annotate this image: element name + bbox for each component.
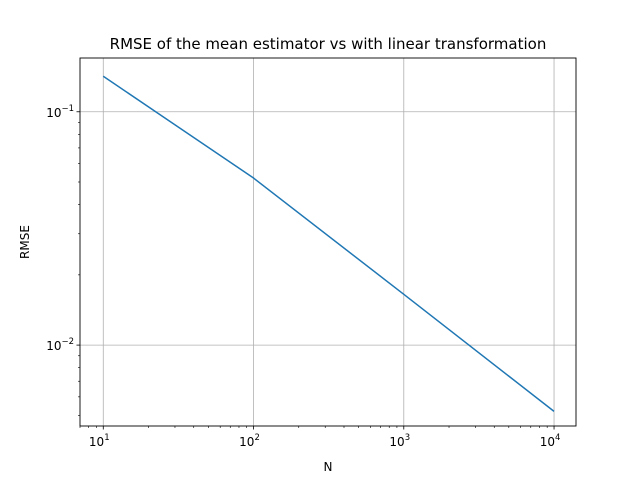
tick-marks xyxy=(76,111,555,430)
x-tick-label-exp: 1 xyxy=(104,433,109,443)
plot-frame xyxy=(79,57,577,427)
x-axis-label: N xyxy=(324,460,333,474)
y-tick-label-exp: −2 xyxy=(61,337,74,347)
x-tick-label-base: 10 xyxy=(89,435,104,449)
series-line xyxy=(102,75,555,412)
x-tick-label-exp: 4 xyxy=(555,433,560,443)
x-tick-label: 102 xyxy=(239,433,260,449)
x-tick-label: 104 xyxy=(540,433,561,449)
grid-lines xyxy=(80,58,576,426)
x-tick-label-exp: 3 xyxy=(405,433,410,443)
x-tick-label-base: 10 xyxy=(239,435,254,449)
y-tick-label: 10−1 xyxy=(46,104,74,120)
x-tick-label: 101 xyxy=(89,433,110,449)
y-axis-label: RMSE xyxy=(18,225,32,259)
y-tick-label-base: 10 xyxy=(46,106,61,120)
x-tick-label-exp: 2 xyxy=(254,433,259,443)
x-tick-label-base: 10 xyxy=(389,435,404,449)
y-tick-label-exp: −1 xyxy=(61,104,74,114)
chart-title: RMSE of the mean estimator vs with linea… xyxy=(110,35,547,53)
y-tick-label: 10−2 xyxy=(46,337,74,353)
y-tick-label-base: 10 xyxy=(46,339,61,353)
x-tick-label-base: 10 xyxy=(540,435,555,449)
series-layer xyxy=(102,75,555,412)
x-tick-label: 103 xyxy=(389,433,410,449)
